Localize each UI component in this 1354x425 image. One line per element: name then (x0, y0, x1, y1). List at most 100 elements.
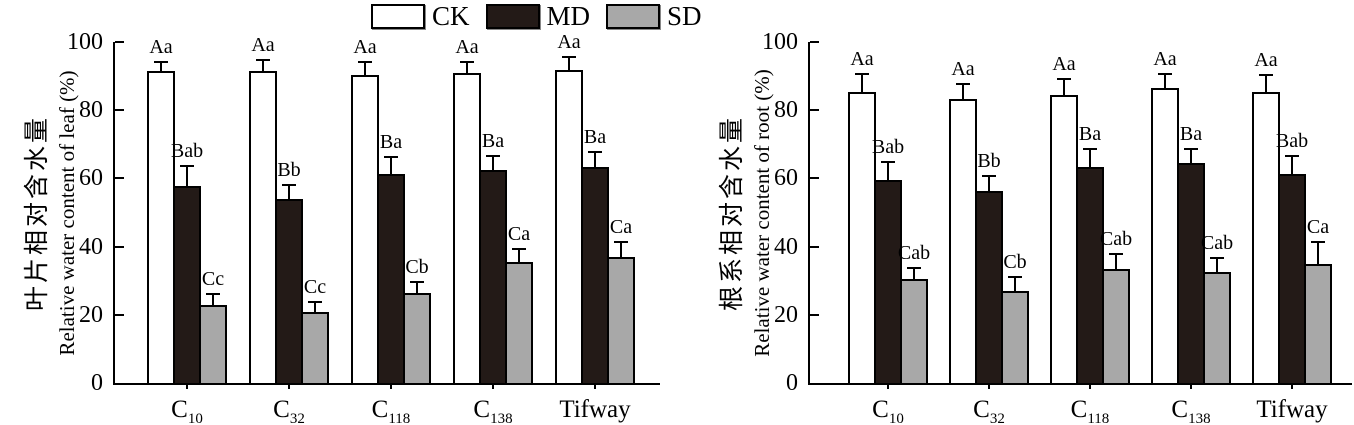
error-bar-stem (186, 166, 188, 186)
bar-sd-0 (900, 279, 928, 385)
sig-label: Cb (1003, 250, 1027, 273)
sig-label: Aa (850, 47, 874, 70)
error-bar-stem (466, 62, 468, 73)
sig-label: Cab (1099, 228, 1133, 251)
y-tick-label: 80 (774, 97, 798, 124)
legend: CK MD SD (371, 2, 718, 30)
x-category-base: C (273, 396, 290, 423)
y-tick-label: 60 (774, 165, 798, 192)
error-bar-cap (982, 174, 996, 177)
bar-md-4 (581, 166, 609, 385)
x-tick (390, 383, 392, 389)
error-bar-cap (358, 60, 372, 63)
bar-ck-2 (351, 74, 379, 385)
error-bar-stem (364, 62, 366, 75)
x-tick (492, 383, 494, 389)
error-bar-cap (1158, 72, 1172, 75)
error-bar-stem (288, 185, 290, 200)
y-axis (808, 42, 810, 385)
sig-label: Aa (353, 35, 377, 58)
error-bar-stem (390, 158, 392, 174)
sig-label: Bb (277, 158, 301, 181)
y-axis-title-en: Relative water content of leaf (%) (55, 69, 79, 356)
error-bar-cap (486, 154, 500, 157)
error-bar-stem (962, 84, 964, 99)
legend-item-md: MD (485, 2, 590, 30)
y-tick-label: 40 (774, 233, 798, 260)
sig-label: Ca (507, 223, 531, 246)
sig-label: Bab (170, 139, 204, 162)
bar-sd-2 (1102, 269, 1130, 385)
error-bar-cap (1285, 154, 1299, 157)
chart-panel-root: 根系相对含水量 Relative water content of root (%… (677, 0, 1354, 425)
error-bar-cap (512, 248, 526, 251)
sig-label: Ba (379, 131, 403, 154)
bar-ck-0 (147, 71, 175, 385)
error-bar-cap (881, 161, 895, 164)
error-bar-stem (988, 176, 990, 191)
x-tick (1190, 383, 1192, 389)
x-category-subscript: 118 (388, 411, 411, 425)
bar-sd-2 (403, 292, 431, 385)
error-bar-cap (1210, 256, 1224, 259)
y-tick (115, 245, 124, 248)
md-swatch (485, 3, 540, 29)
sig-label: Aa (1254, 49, 1278, 72)
x-tick (1089, 383, 1091, 389)
sig-label: Ba (1078, 122, 1102, 145)
error-bar-stem (913, 269, 915, 280)
x-category-label: C118 (331, 396, 451, 425)
sd-swatch (606, 3, 661, 29)
sig-label: Ca (609, 216, 633, 239)
bar-md-1 (975, 190, 1003, 385)
y-tick-label: 0 (91, 370, 103, 396)
y-axis (113, 42, 115, 385)
y-tick (115, 177, 124, 180)
sig-label: Cab (1200, 231, 1234, 254)
error-bar-cap (562, 55, 576, 58)
sig-label: Cab (897, 242, 931, 265)
x-category-label: C10 (828, 396, 948, 425)
sig-label: Ca (1306, 216, 1330, 239)
bar-sd-3 (505, 262, 533, 385)
sig-label: Ba (481, 129, 505, 152)
y-axis-title: 叶片相对含水量 Relative water content of leaf (%… (23, 1, 83, 425)
bar-md-3 (479, 170, 507, 385)
y-tick (810, 177, 819, 180)
chart-panel-leaf: 叶片相对含水量 Relative water content of leaf (%… (23, 1, 660, 425)
bar-md-0 (173, 185, 201, 385)
error-bar-stem (620, 243, 622, 258)
error-bar-cap (588, 151, 602, 154)
y-tick-label: 0 (786, 370, 798, 396)
x-category-label: C32 (229, 396, 349, 425)
error-bar-stem (518, 250, 520, 263)
error-bar-cap (956, 82, 970, 85)
y-tick (810, 313, 819, 316)
error-bar-cap (410, 280, 424, 283)
sig-label: Bb (977, 149, 1001, 172)
x-category-label: Tifway (535, 396, 655, 424)
error-bar-cap (1083, 147, 1097, 150)
legend-label-ck: CK (432, 1, 470, 31)
sig-label: Ba (1179, 122, 1203, 145)
x-tick (594, 383, 596, 389)
error-bar-stem (262, 61, 264, 72)
y-tick-label: 60 (79, 165, 103, 192)
error-bar-cap (1184, 147, 1198, 150)
sig-label: Aa (557, 30, 581, 53)
sig-label: Aa (1052, 52, 1076, 75)
x-category-base: C (1070, 396, 1088, 423)
y-tick (115, 41, 124, 43)
x-tick (186, 383, 188, 389)
error-bar-stem (568, 57, 570, 70)
sig-label: Aa (149, 35, 173, 58)
error-bar-cap (1259, 74, 1273, 77)
sig-label: Cb (405, 255, 429, 278)
error-bar-cap (206, 292, 220, 295)
y-tick (115, 109, 124, 112)
y-tick-label: 80 (79, 97, 103, 124)
error-bar-stem (1089, 149, 1091, 167)
error-bar-stem (314, 303, 316, 312)
error-bar-stem (212, 294, 214, 305)
